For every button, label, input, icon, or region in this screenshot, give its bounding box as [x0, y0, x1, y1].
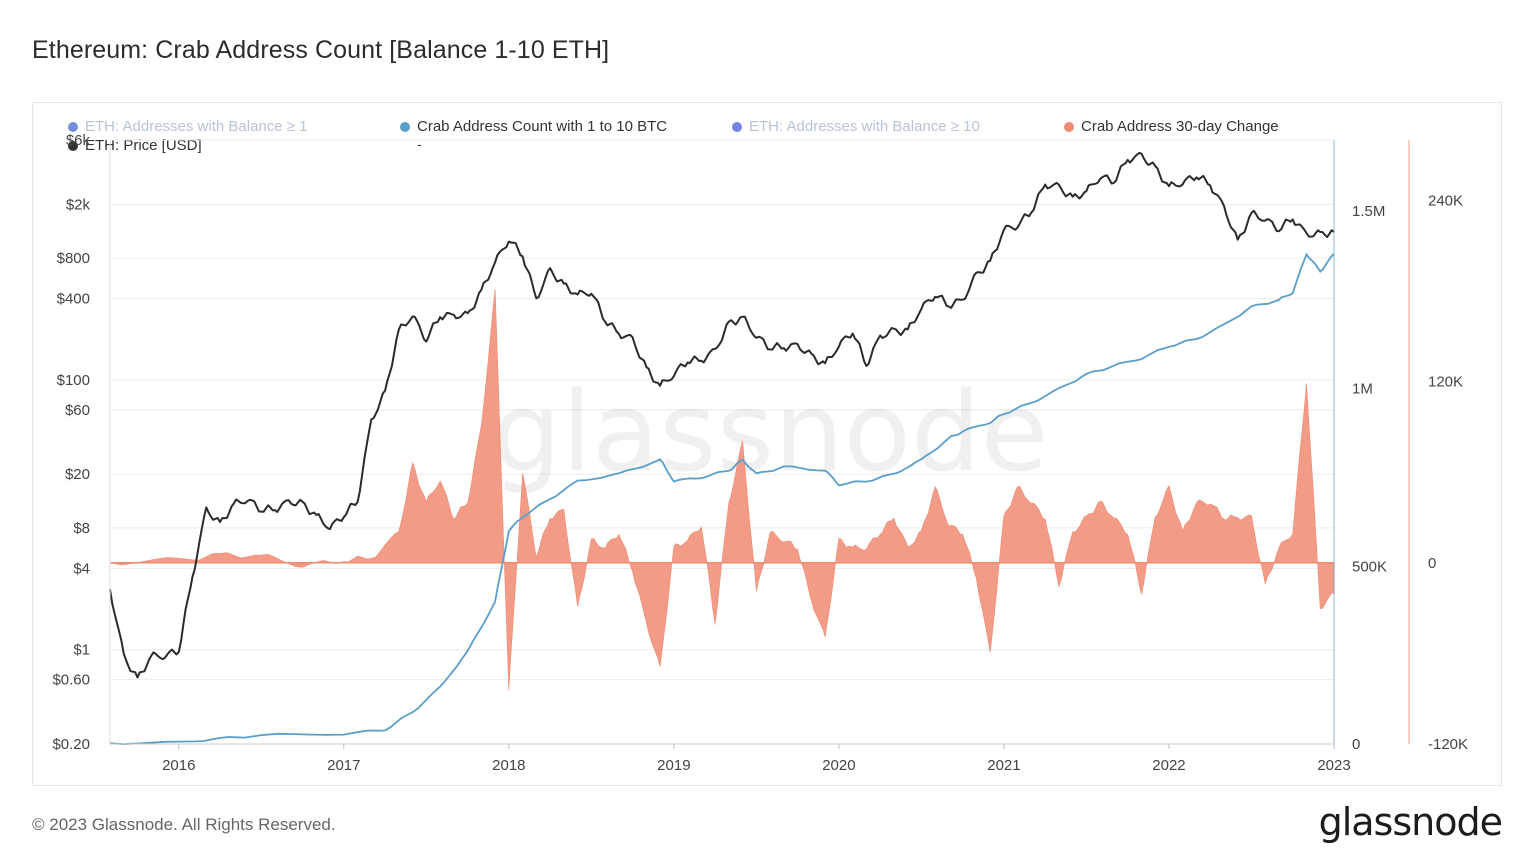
- x-tick-label: 2018: [492, 757, 525, 774]
- footer-copyright: © 2023 Glassnode. All Rights Reserved.: [32, 815, 336, 834]
- y-left-tick-label: $8: [73, 520, 90, 537]
- y-left-tick-label: $2k: [66, 196, 91, 213]
- y-left-tick-label: $0.60: [52, 672, 90, 689]
- legend-dot-icon: [1064, 122, 1074, 132]
- legend-dot-icon: [68, 141, 78, 151]
- x-tick-label: 2020: [822, 757, 855, 774]
- watermark: glassnode: [492, 368, 1049, 496]
- legend-dot-icon: [400, 122, 410, 132]
- x-tick-label: 2016: [162, 757, 195, 774]
- legend-dot-icon: [732, 122, 742, 132]
- legend-item-addresses-ge-10[interactable]: ETH: Addresses with Balance ≥ 10: [732, 117, 980, 137]
- legend-label: ETH: Addresses with Balance ≥ 1: [85, 118, 308, 135]
- legend-label: ETH: Price [USD]: [85, 137, 202, 154]
- y-left-tick-label: $1: [73, 642, 90, 659]
- change-series-layer: [109, 289, 1335, 691]
- y-right-count-tick-label: 1.5M: [1352, 203, 1385, 220]
- y-left-tick-label: $800: [57, 250, 90, 267]
- legend-item-crab-count[interactable]: Crab Address Count with 1 to 10 BTC: [400, 117, 667, 137]
- glassnode-logo[interactable]: glassnode: [1318, 800, 1503, 844]
- y-left-tick-label: $0.20: [52, 736, 90, 753]
- axes-layer: [109, 140, 1410, 749]
- y-left-tick-label: $4: [73, 560, 90, 577]
- y-left-tick-label: $400: [57, 291, 90, 308]
- y-right-count-tick-label: 0: [1352, 736, 1360, 753]
- y-right-change-tick-label: 0: [1428, 555, 1436, 572]
- y-left-tick-label: $100: [57, 372, 90, 389]
- y-left-tick-label: $20: [65, 466, 90, 483]
- price-series-layer: [109, 152, 1335, 679]
- y-right-count-tick-label: 1M: [1352, 381, 1373, 398]
- y-right-change-tick-label: 120K: [1428, 374, 1463, 391]
- x-tick-label: 2023: [1317, 757, 1350, 774]
- price-line: [109, 152, 1335, 679]
- count-series-layer: [109, 252, 1335, 746]
- y-right-change-tick-label: -120K: [1428, 736, 1468, 753]
- y-right-change-tick-label: 240K: [1428, 192, 1463, 209]
- legend-item-eth-price[interactable]: ETH: Price [USD]: [68, 136, 202, 156]
- chart-frame: [32, 102, 1502, 786]
- y-right-count-tick-label: 500K: [1352, 558, 1387, 575]
- x-tick-label: 2017: [327, 757, 360, 774]
- y-left-tick-label: $6k: [66, 132, 91, 149]
- legend: ETH: Addresses with Balance ≥ 1 Crab Add…: [32, 116, 1502, 156]
- legend-label: Crab Address 30-day Change: [1081, 118, 1279, 135]
- legend-label: ETH: Addresses with Balance ≥ 10: [749, 118, 980, 135]
- count-line: [109, 252, 1335, 746]
- page-title: Ethereum: Crab Address Count [Balance 1-…: [32, 36, 610, 64]
- grid-layer: [110, 139, 1334, 745]
- legend-item-addresses-ge-1[interactable]: ETH: Addresses with Balance ≥ 1: [68, 117, 308, 137]
- y-left-tick-label: $60: [65, 402, 90, 419]
- x-tick-label: 2021: [987, 757, 1020, 774]
- change-area: [109, 289, 1335, 691]
- legend-label: Crab Address Count with 1 to 10 BTC: [417, 118, 668, 135]
- x-tick-label: 2022: [1152, 757, 1185, 774]
- labels-layer: $0.20 $0.60 $1 $4 $8 $20 $60 $100 $400 $800 $2k $6k…: [52, 132, 1468, 774]
- legend-dot-icon: [68, 122, 78, 132]
- legend-dash: -: [417, 136, 422, 152]
- legend-item-30-day-change[interactable]: Crab Address 30-day Change: [1064, 117, 1279, 137]
- x-tick-label: 2019: [657, 757, 690, 774]
